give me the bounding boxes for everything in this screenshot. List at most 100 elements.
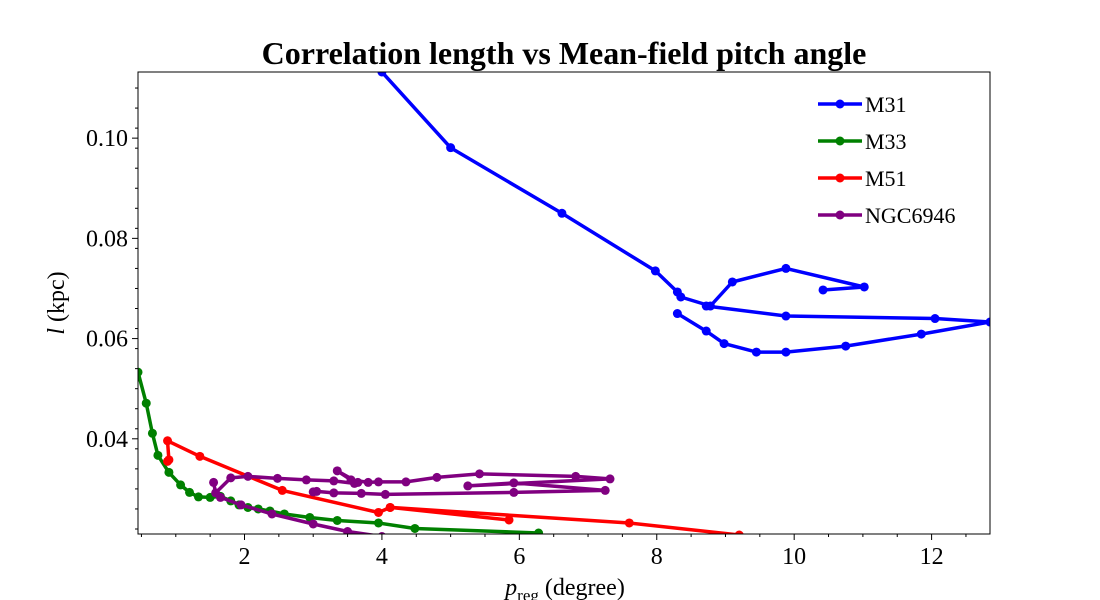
legend-label-ngc6946: NGC6946 <box>865 203 955 228</box>
data-point-m33 <box>138 367 143 377</box>
legend-marker-ngc6946 <box>835 210 845 220</box>
data-point-m51 <box>624 518 634 528</box>
ticks-layer: 2 4 6 8 10 12 0.04 0.06 0.08 0.10 <box>86 87 967 570</box>
data-point-m31 <box>781 311 791 321</box>
y-tick-label: 0.10 <box>86 126 128 152</box>
y-axis-label-main: l <box>44 328 70 335</box>
data-point-m31 <box>985 317 990 327</box>
x-axis-label-sub: reg <box>517 586 539 600</box>
data-point-ngc6946 <box>308 519 318 529</box>
data-point-ngc6946 <box>332 466 342 476</box>
plot-series-layer <box>138 72 990 534</box>
x-axis-label-main: p <box>503 575 517 600</box>
data-point-ngc6946 <box>356 488 366 498</box>
data-point-m31 <box>719 339 729 349</box>
data-point-ngc6946 <box>329 476 339 486</box>
data-point-m33 <box>193 492 203 502</box>
data-point-m33 <box>534 528 544 534</box>
data-point-m51 <box>195 451 205 461</box>
data-point-ngc6946 <box>509 478 519 488</box>
data-point-ngc6946 <box>343 526 353 534</box>
x-tick-label: 12 <box>920 544 944 570</box>
data-point-m33 <box>176 480 186 490</box>
data-point-m31 <box>859 282 869 292</box>
data-point-m33 <box>373 518 383 528</box>
legend-marker-m31 <box>835 99 845 109</box>
data-point-ngc6946 <box>401 477 411 487</box>
x-tick-label: 8 <box>651 544 663 570</box>
data-point-m51 <box>277 485 287 495</box>
data-point-m33 <box>164 467 174 477</box>
data-point-ngc6946 <box>373 477 383 487</box>
legend-label-m31: M31 <box>865 92 907 117</box>
data-point-ngc6946 <box>226 473 236 483</box>
data-point-m31 <box>377 72 387 77</box>
data-point-ngc6946 <box>380 489 390 499</box>
data-point-ngc6946 <box>605 474 615 484</box>
data-point-m31 <box>701 301 711 311</box>
chart-title: Correlation length vs Mean-field pitch a… <box>262 35 867 71</box>
series-line-m31 <box>380 72 867 308</box>
data-point-m51 <box>163 436 173 446</box>
data-point-m31 <box>701 326 711 336</box>
data-point-m33 <box>153 450 163 460</box>
data-point-m51 <box>504 515 514 525</box>
data-point-m33 <box>185 487 195 497</box>
y-tick-label: 0.04 <box>86 427 128 453</box>
x-tick-label: 10 <box>782 544 806 570</box>
x-tick-label: 2 <box>239 544 251 570</box>
data-point-m51 <box>385 502 395 512</box>
data-point-m33 <box>141 398 151 408</box>
data-point-m31 <box>818 285 828 295</box>
x-axis-label: preg (degree) <box>503 575 625 600</box>
data-point-m51 <box>164 455 174 465</box>
data-point-ngc6946 <box>236 500 246 510</box>
data-point-ngc6946 <box>243 471 253 481</box>
data-point-ngc6946 <box>363 477 373 487</box>
y-tick-label: 0.08 <box>86 226 128 252</box>
data-point-ngc6946 <box>346 475 356 485</box>
data-point-ngc6946 <box>463 481 473 491</box>
data-point-m31 <box>916 329 926 339</box>
legend-label-m33: M33 <box>865 129 907 154</box>
legend-marker-m33 <box>835 136 845 146</box>
data-point-ngc6946 <box>353 477 363 487</box>
legend-label-m51: M51 <box>865 166 907 191</box>
x-tick-label: 6 <box>513 544 525 570</box>
data-point-ngc6946 <box>600 485 610 495</box>
data-point-ngc6946 <box>474 469 484 479</box>
data-point-m31 <box>557 208 567 218</box>
data-point-m31 <box>672 309 682 319</box>
data-point-m51 <box>373 507 383 517</box>
data-point-m31 <box>446 143 456 153</box>
data-point-m33 <box>332 515 342 525</box>
data-point-m33 <box>410 523 420 533</box>
series-line-ngc6946 <box>211 469 612 497</box>
data-point-ngc6946 <box>509 487 519 497</box>
data-point-ngc6946 <box>432 472 442 482</box>
data-point-m31 <box>930 314 940 324</box>
y-axis-label-unit: (kpc) <box>44 271 70 322</box>
x-axis-label-unit: (degree) <box>545 575 625 600</box>
data-point-ngc6946 <box>571 471 581 481</box>
x-tick-label: 4 <box>376 544 388 570</box>
data-point-ngc6946 <box>272 473 282 483</box>
legend: M31 M33 M51 NGC6946 <box>818 92 955 228</box>
data-point-m51 <box>734 530 744 534</box>
data-point-m31 <box>751 347 761 357</box>
data-point-m33 <box>147 428 157 438</box>
data-point-m31 <box>676 292 686 302</box>
data-point-m31 <box>781 347 791 357</box>
data-point-ngc6946 <box>329 488 339 498</box>
data-point-m31 <box>727 277 737 287</box>
data-point-m31 <box>841 341 851 351</box>
legend-marker-m51 <box>835 173 845 183</box>
y-tick-label: 0.06 <box>86 327 128 353</box>
y-axis-label: l (kpc) <box>44 271 70 334</box>
data-point-ngc6946 <box>209 477 219 487</box>
data-point-ngc6946 <box>267 509 277 519</box>
plot-frame <box>137 71 991 535</box>
data-point-m31 <box>650 266 660 276</box>
data-point-ngc6946 <box>301 475 311 485</box>
